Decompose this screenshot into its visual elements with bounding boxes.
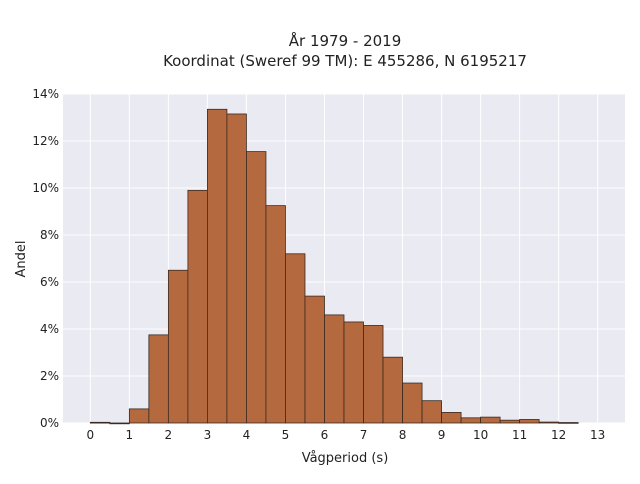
x-tick-label: 8 — [399, 428, 407, 442]
histogram-bar — [207, 108, 228, 424]
bars-layer — [89, 108, 579, 425]
y-tick-label: 14% — [32, 87, 59, 101]
y-tick-label: 8% — [40, 228, 59, 242]
y-tick-label: 0% — [40, 416, 59, 430]
histogram-bar — [148, 334, 169, 424]
x-tick-label: 0 — [86, 428, 94, 442]
histogram-bar — [226, 113, 247, 424]
histogram-bar — [538, 421, 560, 424]
y-axis-label: Andel — [14, 241, 29, 278]
histogram-bar — [167, 269, 189, 424]
x-tick-label: 11 — [512, 428, 527, 442]
histogram-bar — [460, 417, 481, 424]
y-tick-label: 12% — [32, 134, 59, 148]
x-tick-label: 4 — [243, 428, 251, 442]
histogram-bar — [187, 189, 208, 424]
histogram-bar — [363, 325, 384, 424]
histogram-bar — [421, 400, 442, 424]
histogram-bar — [304, 295, 325, 424]
x-tick-label: 2 — [165, 428, 173, 442]
x-tick-label: 5 — [282, 428, 290, 442]
histogram-bar — [109, 422, 130, 425]
y-tick-label: 6% — [40, 275, 59, 289]
histogram-bar — [480, 416, 501, 424]
histogram-bar — [89, 421, 111, 424]
histogram-bar — [558, 422, 579, 424]
x-tick-label: 13 — [590, 428, 605, 442]
x-tick-label: 6 — [321, 428, 329, 442]
histogram-bar — [499, 419, 521, 424]
histogram-bar — [265, 205, 286, 424]
histogram-bar — [519, 419, 540, 424]
x-tick-label: 10 — [473, 428, 488, 442]
histogram-bar — [324, 314, 345, 424]
x-tick-label: 7 — [360, 428, 368, 442]
chart-title-line-1: År 1979 - 2019 — [289, 31, 402, 50]
histogram-bar — [128, 408, 150, 424]
x-tick-label: 3 — [204, 428, 212, 442]
y-tick-label: 4% — [40, 322, 59, 336]
histogram-bar — [441, 412, 462, 424]
x-tick-label: 1 — [126, 428, 134, 442]
histogram-bar — [402, 382, 423, 424]
x-tick-label: 9 — [438, 428, 446, 442]
x-tick-label: 12 — [551, 428, 566, 442]
chart-title-line-2: Koordinat (Sweref 99 TM): E 455286, N 61… — [163, 52, 527, 70]
histogram-bar — [246, 151, 267, 424]
histogram-bar — [343, 321, 364, 424]
y-tick-labels: 0% 2% 4% 6% 8% 10% 12% 14% — [32, 87, 59, 430]
x-axis-label: Vågperiod (s) — [302, 451, 389, 466]
x-tick-labels: 0 1 2 3 4 5 6 7 8 9 10 11 12 13 — [86, 428, 605, 442]
y-tick-label: 10% — [32, 181, 59, 195]
histogram-bar — [285, 253, 306, 424]
histogram-bar — [382, 356, 403, 424]
y-tick-label: 2% — [40, 369, 59, 383]
